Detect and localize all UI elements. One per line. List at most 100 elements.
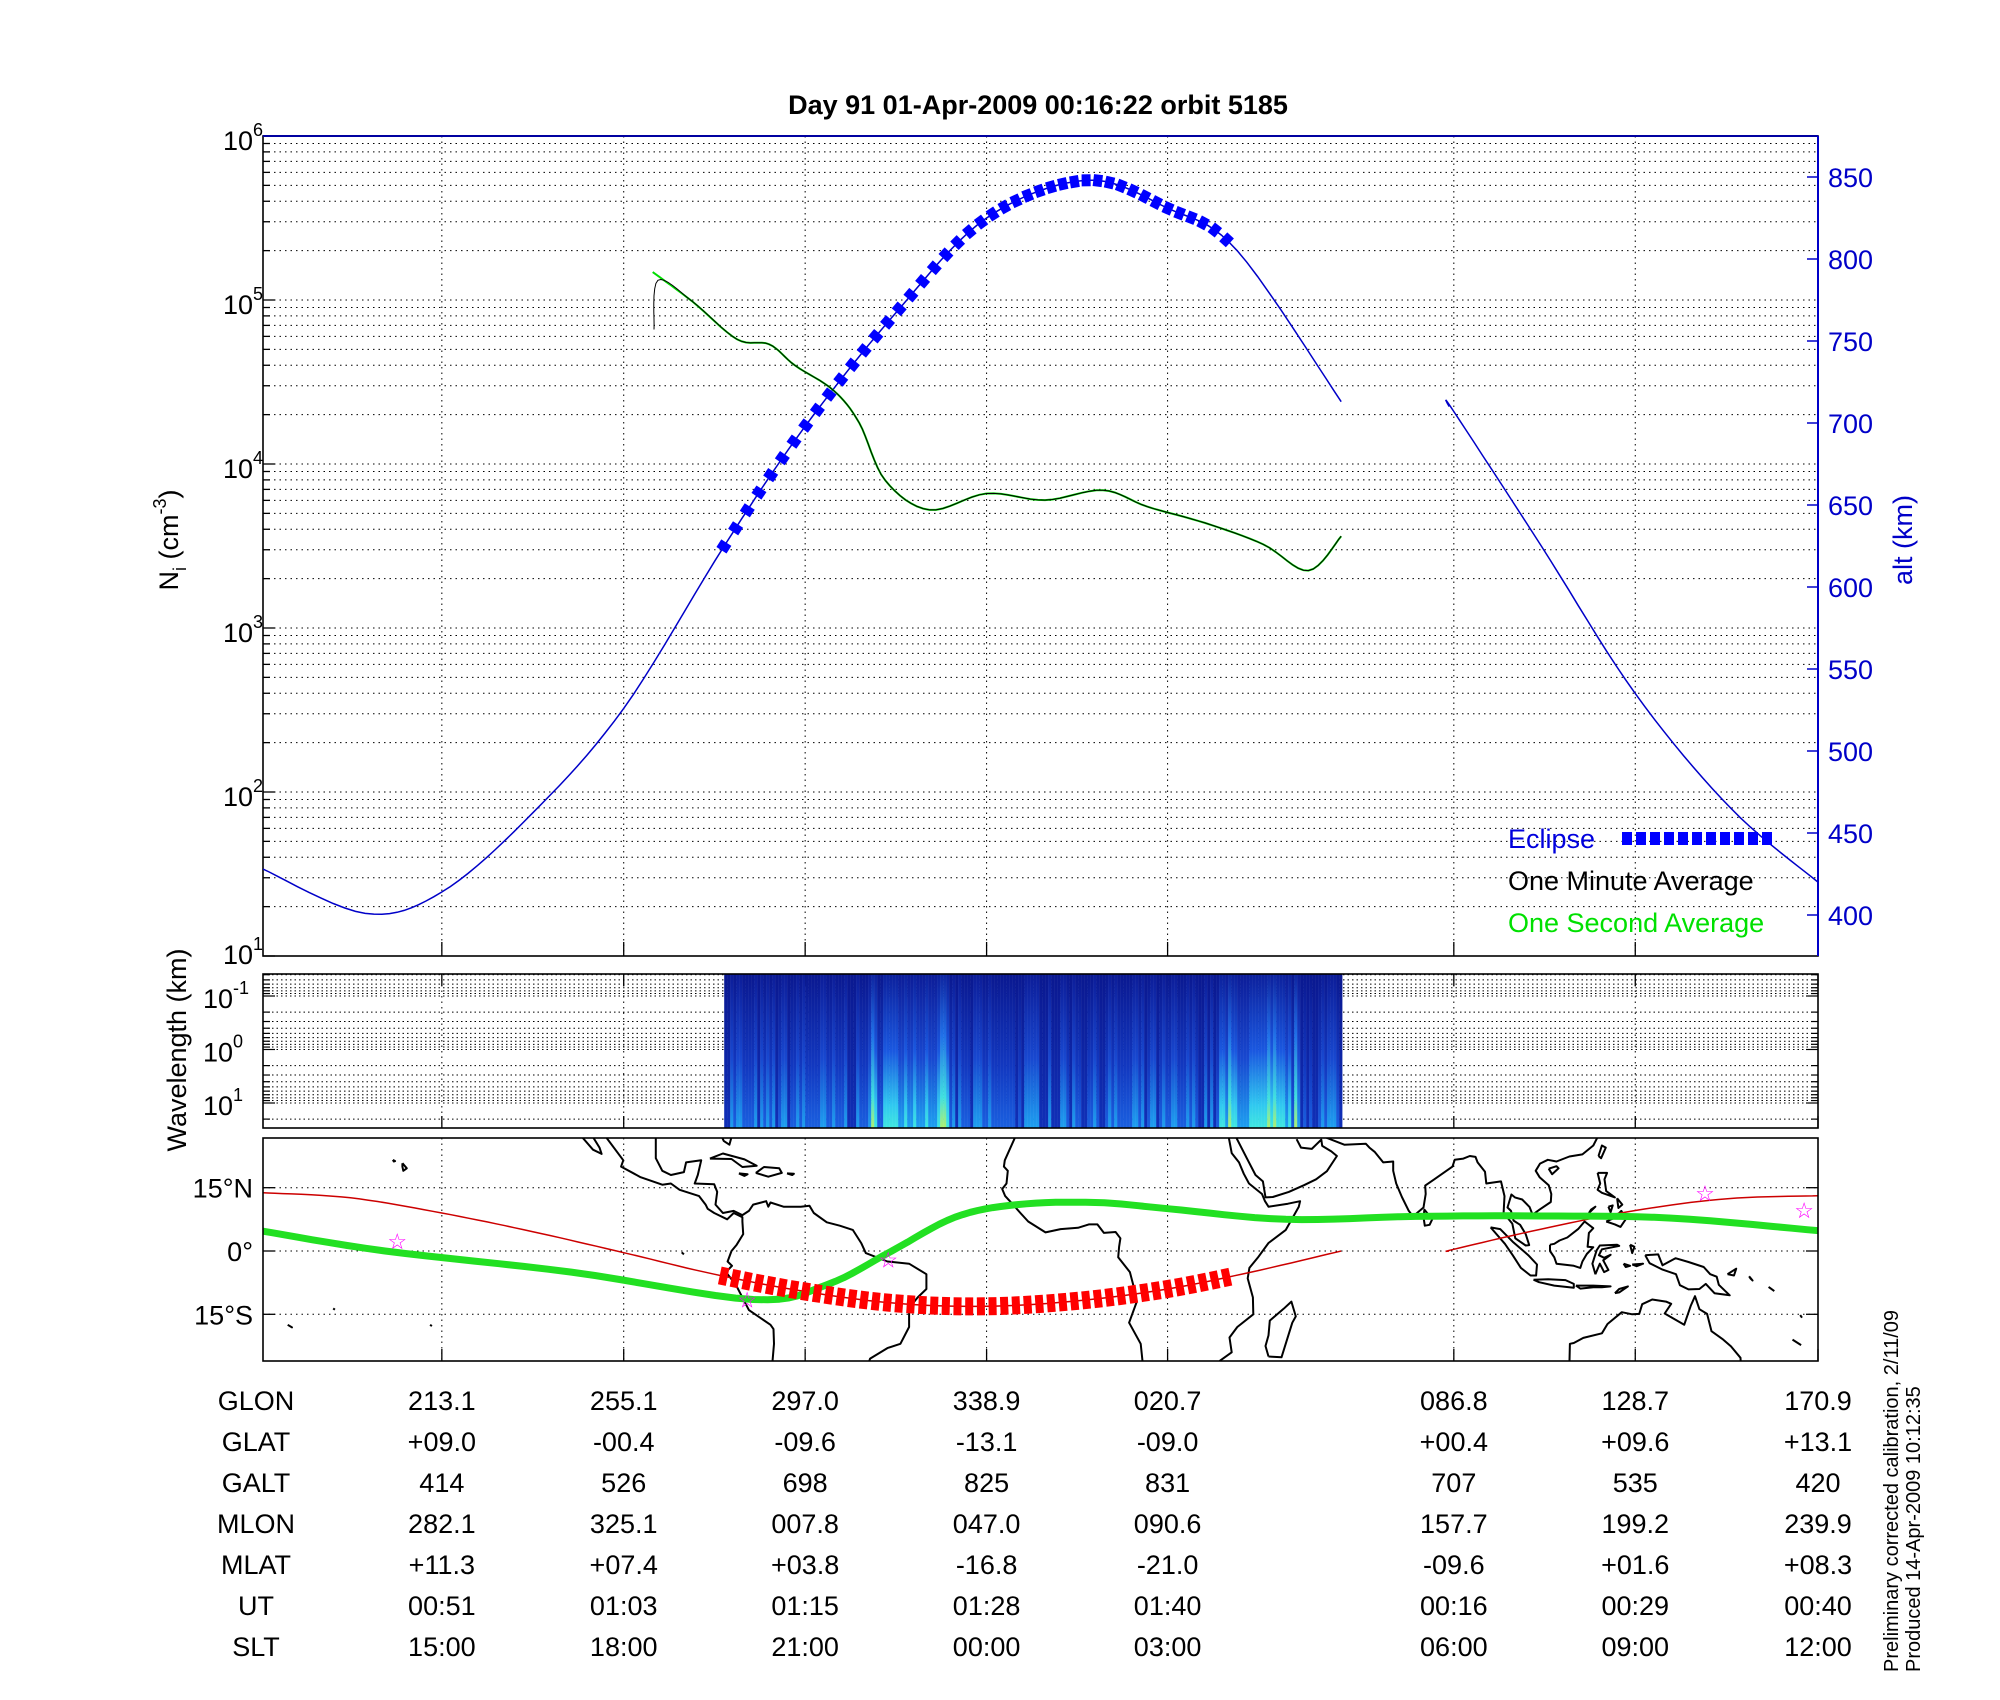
eclipse-track-marker bbox=[753, 1273, 765, 1293]
spectrogram-column bbox=[1015, 974, 1019, 1128]
ylabel-unit: (cm bbox=[154, 515, 184, 567]
coastline bbox=[287, 1323, 293, 1329]
y2-tick-label: 600 bbox=[1828, 573, 1873, 603]
y-tick-label: 104 bbox=[223, 448, 263, 484]
table-cell: 09:00 bbox=[1601, 1632, 1669, 1662]
legend-eclipse-marker bbox=[1622, 832, 1632, 845]
coastline bbox=[1631, 1262, 1645, 1268]
tick-exponent: 2 bbox=[253, 776, 263, 796]
table-cell: 128.7 bbox=[1601, 1386, 1669, 1416]
legend: Eclipse One Minute Average One Second Aver… bbox=[1508, 824, 1772, 938]
spectrogram-column bbox=[1108, 974, 1112, 1128]
table-cell: 047.0 bbox=[953, 1509, 1021, 1539]
eclipse-marker bbox=[856, 343, 872, 358]
eclipse-track-marker bbox=[976, 1297, 985, 1316]
table-cell: 18:00 bbox=[590, 1632, 658, 1662]
table-cell: 414 bbox=[419, 1468, 464, 1498]
coastline bbox=[1791, 1338, 1802, 1346]
spectrogram-column bbox=[817, 974, 821, 1128]
spectrogram-column bbox=[913, 974, 917, 1128]
spectrogram-column bbox=[829, 974, 833, 1128]
spectrogram-column bbox=[1126, 974, 1130, 1128]
tick-exponent: 3 bbox=[253, 612, 263, 632]
eclipse-track-marker bbox=[1104, 1287, 1115, 1307]
table-row: GLAT +09.0 -00.4 -09.6 -13.1 -09.0 +00.4 +09.6 +… bbox=[222, 1427, 1852, 1457]
eclipse-track-marker bbox=[1220, 1267, 1233, 1288]
spectrogram-column bbox=[787, 974, 791, 1128]
coastline bbox=[1588, 1205, 1597, 1214]
spectrogram-column bbox=[1087, 974, 1091, 1128]
spectrogram-column bbox=[994, 974, 998, 1128]
spectrogram-column bbox=[1210, 974, 1214, 1128]
eclipse-marker bbox=[868, 328, 884, 344]
tick-exponent: 4 bbox=[253, 448, 263, 468]
spectrogram-column bbox=[727, 974, 731, 1128]
table-cell: 21:00 bbox=[771, 1632, 839, 1662]
spectrogram-column bbox=[1012, 974, 1016, 1128]
spectrogram-column bbox=[1195, 974, 1199, 1128]
spectrogram-column bbox=[751, 974, 755, 1128]
eclipse-track-marker bbox=[764, 1275, 777, 1296]
spectrogram-column bbox=[1027, 974, 1031, 1128]
eclipse-track-marker bbox=[1127, 1284, 1139, 1304]
spectrogram-column bbox=[1156, 974, 1160, 1128]
spectrogram-column bbox=[1078, 974, 1082, 1128]
spectrogram-column bbox=[1318, 974, 1322, 1128]
coastline bbox=[1614, 1285, 1629, 1295]
spectrogram-column bbox=[997, 974, 1001, 1128]
y2-tick-label: 650 bbox=[1828, 491, 1873, 521]
table-row: GALT 414 526 698 825 831 707 535 420 bbox=[222, 1468, 1841, 1498]
table-cell: 698 bbox=[783, 1468, 828, 1498]
eclipse-marker bbox=[1161, 201, 1175, 216]
spectrogram-column bbox=[1174, 974, 1178, 1128]
table-cell: +07.4 bbox=[590, 1550, 658, 1580]
spectrogram-column bbox=[1054, 974, 1058, 1128]
spectrogram-column bbox=[1264, 974, 1268, 1128]
y-tick-label: 101 bbox=[223, 934, 263, 970]
table-cell: -09.6 bbox=[1423, 1550, 1485, 1580]
spectrogram-column bbox=[1093, 974, 1097, 1128]
spectrogram-column bbox=[724, 974, 728, 1128]
spectrogram-column bbox=[865, 974, 869, 1128]
coastline bbox=[1533, 1278, 1575, 1289]
legend-eclipse-marker bbox=[1650, 832, 1660, 845]
y2-tick-label: 750 bbox=[1828, 327, 1873, 357]
eclipse-marker bbox=[1092, 174, 1104, 188]
eclipse-marker bbox=[821, 387, 837, 402]
spectrogram-column bbox=[1120, 974, 1124, 1128]
spectrogram-y-axis-label: Wavelength (km) bbox=[162, 948, 192, 1151]
table-cell: 086.8 bbox=[1420, 1386, 1488, 1416]
spectrogram-column bbox=[859, 974, 863, 1128]
eclipse-track-marker bbox=[929, 1296, 939, 1315]
spectrogram-column bbox=[1180, 974, 1184, 1128]
spectrogram-column bbox=[736, 974, 740, 1128]
spectrogram-column bbox=[1102, 974, 1106, 1128]
eclipse-track-marker bbox=[965, 1297, 974, 1316]
spectrogram-column bbox=[1207, 974, 1211, 1128]
star-icon: ☆ bbox=[878, 1247, 898, 1272]
tick-exponent: 5 bbox=[253, 284, 263, 304]
spectrogram-column bbox=[922, 974, 926, 1128]
eclipse-track-marker bbox=[741, 1271, 753, 1291]
spectrogram-column bbox=[988, 974, 992, 1128]
spectrogram-column bbox=[1141, 974, 1145, 1128]
y2-tick-label: 500 bbox=[1828, 737, 1873, 767]
spectrogram-column bbox=[1321, 974, 1325, 1128]
spectrogram-column bbox=[1018, 974, 1022, 1128]
spectrogram-column bbox=[1048, 974, 1052, 1128]
spectrogram-column bbox=[1042, 974, 1046, 1128]
spectrogram-frame bbox=[262, 973, 1819, 1129]
table-row: GLON 213.1 255.1 297.0 338.9 020.7 086.8 128.7 1… bbox=[218, 1386, 1852, 1416]
eclipse-marker bbox=[903, 287, 919, 303]
tick-base: 10 bbox=[223, 290, 253, 320]
spectrogram-column bbox=[1282, 974, 1286, 1128]
spectrogram-column bbox=[1132, 974, 1136, 1128]
spectrogram-column bbox=[916, 974, 920, 1128]
table-cell: 213.1 bbox=[408, 1386, 476, 1416]
eclipse-marker bbox=[891, 301, 907, 317]
coastline bbox=[738, 1172, 749, 1177]
legend-eclipse-marker bbox=[1636, 832, 1646, 845]
spectrogram-column bbox=[1258, 974, 1262, 1128]
y-tick-label: 105 bbox=[223, 284, 263, 320]
spectrogram-column bbox=[1033, 974, 1037, 1128]
